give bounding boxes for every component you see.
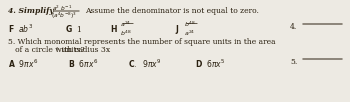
Text: $a^{24}$: $a^{24}$ (184, 28, 195, 38)
Text: $a^{24}$: $a^{24}$ (120, 19, 131, 29)
Text: $b^{48}$: $b^{48}$ (120, 28, 132, 38)
Text: Assume the denominator is not equal to zero.: Assume the denominator is not equal to z… (85, 7, 259, 15)
Text: 4.: 4. (290, 23, 297, 31)
Text: $\mathbf{A}$  $9\pi x^6$: $\mathbf{A}$ $9\pi x^6$ (8, 58, 38, 70)
Text: $b^{48}$: $b^{48}$ (184, 19, 196, 29)
Text: 5.: 5. (290, 58, 297, 66)
Text: $\mathbf{C}.$  $9\pi x^9$: $\mathbf{C}.$ $9\pi x^9$ (128, 58, 162, 70)
Text: units?: units? (59, 46, 85, 54)
Text: $(a^4b^{-8})^3$: $(a^4b^{-8})^3$ (51, 11, 77, 21)
Text: $a^2\ b^{-1}$: $a^2\ b^{-1}$ (52, 3, 72, 13)
Text: $^3$: $^3$ (55, 47, 59, 52)
Text: $\mathbf{B}$  $6\pi x^6$: $\mathbf{B}$ $6\pi x^6$ (68, 58, 98, 70)
Text: of a circle with radius 3x: of a circle with radius 3x (8, 46, 110, 54)
Text: $\mathbf{J}$: $\mathbf{J}$ (175, 23, 180, 36)
Text: $\mathbf{D}$  $6\pi x^5$: $\mathbf{D}$ $6\pi x^5$ (195, 58, 225, 70)
Text: $\mathbf{H}$: $\mathbf{H}$ (110, 23, 118, 34)
Text: 4. Simplify: 4. Simplify (8, 7, 54, 15)
Text: 5. Which monomial represents the number of square units in the area: 5. Which monomial represents the number … (8, 38, 276, 46)
Text: $\mathbf{F}$  $ab^3$: $\mathbf{F}$ $ab^3$ (8, 23, 33, 35)
Text: $\mathbf{G}$  1: $\mathbf{G}$ 1 (65, 23, 82, 34)
